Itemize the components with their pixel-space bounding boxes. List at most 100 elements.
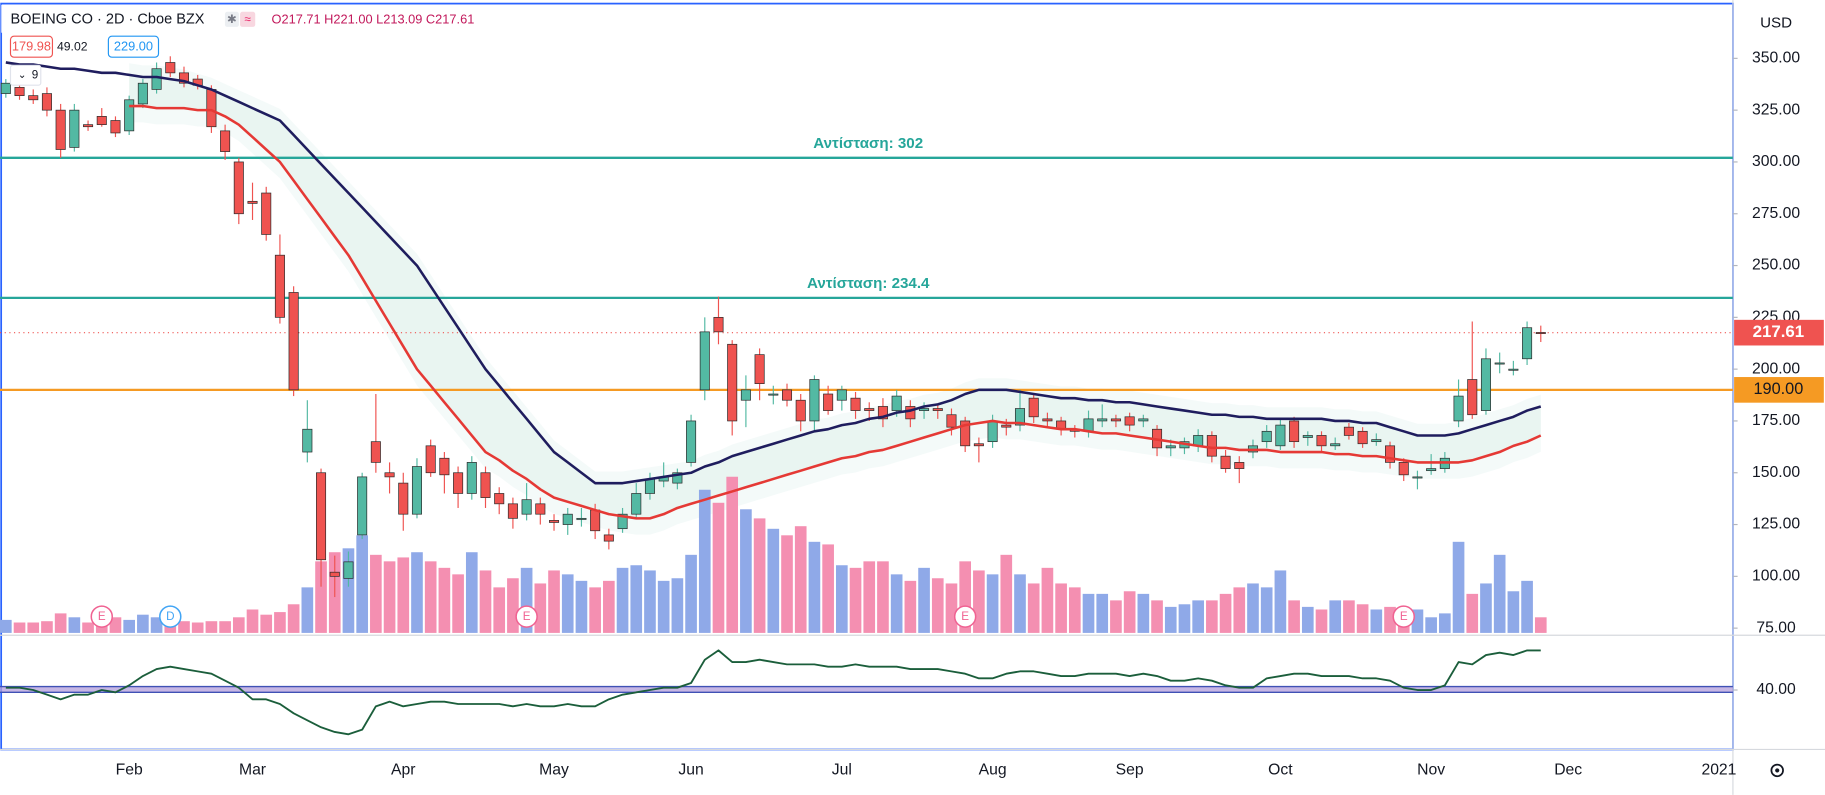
volume-bar <box>137 614 149 633</box>
volume-bar <box>1151 600 1163 633</box>
volume-bar <box>863 561 876 633</box>
x-tick-label: Aug <box>979 762 1007 779</box>
candle-body <box>1467 379 1478 416</box>
volume-bar <box>781 535 793 633</box>
candle-body <box>28 95 39 101</box>
candle-body <box>781 389 793 401</box>
ask-box[interactable] <box>107 35 160 58</box>
volume-bar <box>1096 593 1109 633</box>
candle-body <box>1480 358 1491 411</box>
volume-bar <box>712 502 725 633</box>
volume-bar <box>973 570 985 633</box>
oscillator-layer: 40.00 <box>0 649 1796 736</box>
volume-bar <box>1164 606 1177 633</box>
volume-bar <box>1014 574 1026 633</box>
volume-bar <box>561 574 574 633</box>
candle-body <box>590 509 601 532</box>
candle-body <box>1371 439 1382 443</box>
volume-bar <box>1452 541 1465 633</box>
candle-body <box>1289 420 1300 443</box>
y-tick-label: 175.00 <box>1752 412 1800 429</box>
candle-body <box>343 561 354 579</box>
candle-body <box>576 517 587 520</box>
x-tick-label: Feb <box>116 762 143 779</box>
volume-bar <box>54 613 67 633</box>
volume-bar <box>849 567 862 633</box>
volume-bar <box>1123 591 1136 633</box>
candle-body <box>507 503 518 519</box>
volume-bar <box>959 561 972 633</box>
volume-bar <box>68 617 81 633</box>
volume-bar <box>1192 600 1204 633</box>
candle-body <box>740 389 751 401</box>
volume-bar <box>534 583 547 633</box>
indicator-toggle[interactable] <box>9 64 42 86</box>
candle-body <box>768 393 779 396</box>
volume-bar <box>767 528 780 633</box>
volume-bar <box>41 621 53 633</box>
moving-average <box>129 104 1542 520</box>
icon-settings[interactable] <box>224 11 239 27</box>
volume-bar <box>904 580 917 633</box>
candle-body <box>288 292 299 391</box>
bid-box[interactable] <box>9 35 54 58</box>
candle-body <box>603 534 614 542</box>
volume-bar <box>479 570 492 633</box>
candle-body <box>137 82 148 105</box>
candle-body <box>1412 476 1423 479</box>
volume-bar <box>794 526 807 633</box>
candle-body <box>987 420 998 443</box>
candle-body <box>1302 435 1313 438</box>
candle-body <box>644 478 655 494</box>
volume-bar <box>1041 567 1054 633</box>
settings-gear[interactable] <box>1770 763 1784 778</box>
volume-bar <box>890 574 903 633</box>
y-tick-label: 125.00 <box>1752 516 1800 533</box>
last-price-box <box>1734 319 1824 346</box>
volume-bar <box>82 622 94 633</box>
candle-body <box>1138 418 1149 422</box>
candle-body <box>1234 462 1245 469</box>
volume-bar <box>1507 591 1520 633</box>
volume-bar <box>397 557 410 633</box>
level-label: Αντίσταση: 234.4 <box>807 275 930 292</box>
candle-body <box>0 82 11 94</box>
volume-bar <box>274 612 286 633</box>
osc-tick-label: 40.00 <box>1756 681 1796 698</box>
x-tick-label: Jun <box>678 762 703 779</box>
candle-body <box>1124 416 1135 426</box>
candle-body <box>836 389 847 401</box>
candle-body <box>1426 468 1437 472</box>
volume-bar <box>219 621 231 633</box>
volume-bar <box>603 580 615 633</box>
moving-average <box>5 61 1542 485</box>
x-tick-label: 2021 <box>1701 762 1736 779</box>
volume-bar <box>27 622 40 633</box>
candle-body <box>1385 445 1396 463</box>
candle-body <box>891 395 902 411</box>
candle-body <box>1535 332 1546 334</box>
candle-body <box>124 99 135 132</box>
volume-bar <box>1425 617 1437 633</box>
volume-bar <box>342 548 355 633</box>
volume-bar <box>1288 600 1300 633</box>
volume-bar <box>1343 600 1355 633</box>
volume-bar <box>1466 593 1479 633</box>
volume-bar <box>1439 613 1451 633</box>
volume-bar <box>0 619 12 633</box>
volume-bar <box>808 541 821 633</box>
volume-bar <box>452 574 464 633</box>
volume-bar <box>383 561 396 633</box>
volume-bar <box>1521 580 1533 633</box>
y-tick-label: 275.00 <box>1752 205 1800 222</box>
volume-bar <box>315 561 327 633</box>
candle-body <box>562 513 573 525</box>
volume-bar <box>370 554 382 633</box>
icon-compare[interactable] <box>240 11 256 27</box>
currency-unit: USD <box>1760 14 1792 31</box>
icon-glyph: ≈ <box>244 13 251 26</box>
symbol-title: BOEING CO · 2D · Cboe BZX <box>10 12 204 28</box>
x-tick-label: Mar <box>239 762 266 779</box>
volume-bar <box>1356 604 1369 633</box>
